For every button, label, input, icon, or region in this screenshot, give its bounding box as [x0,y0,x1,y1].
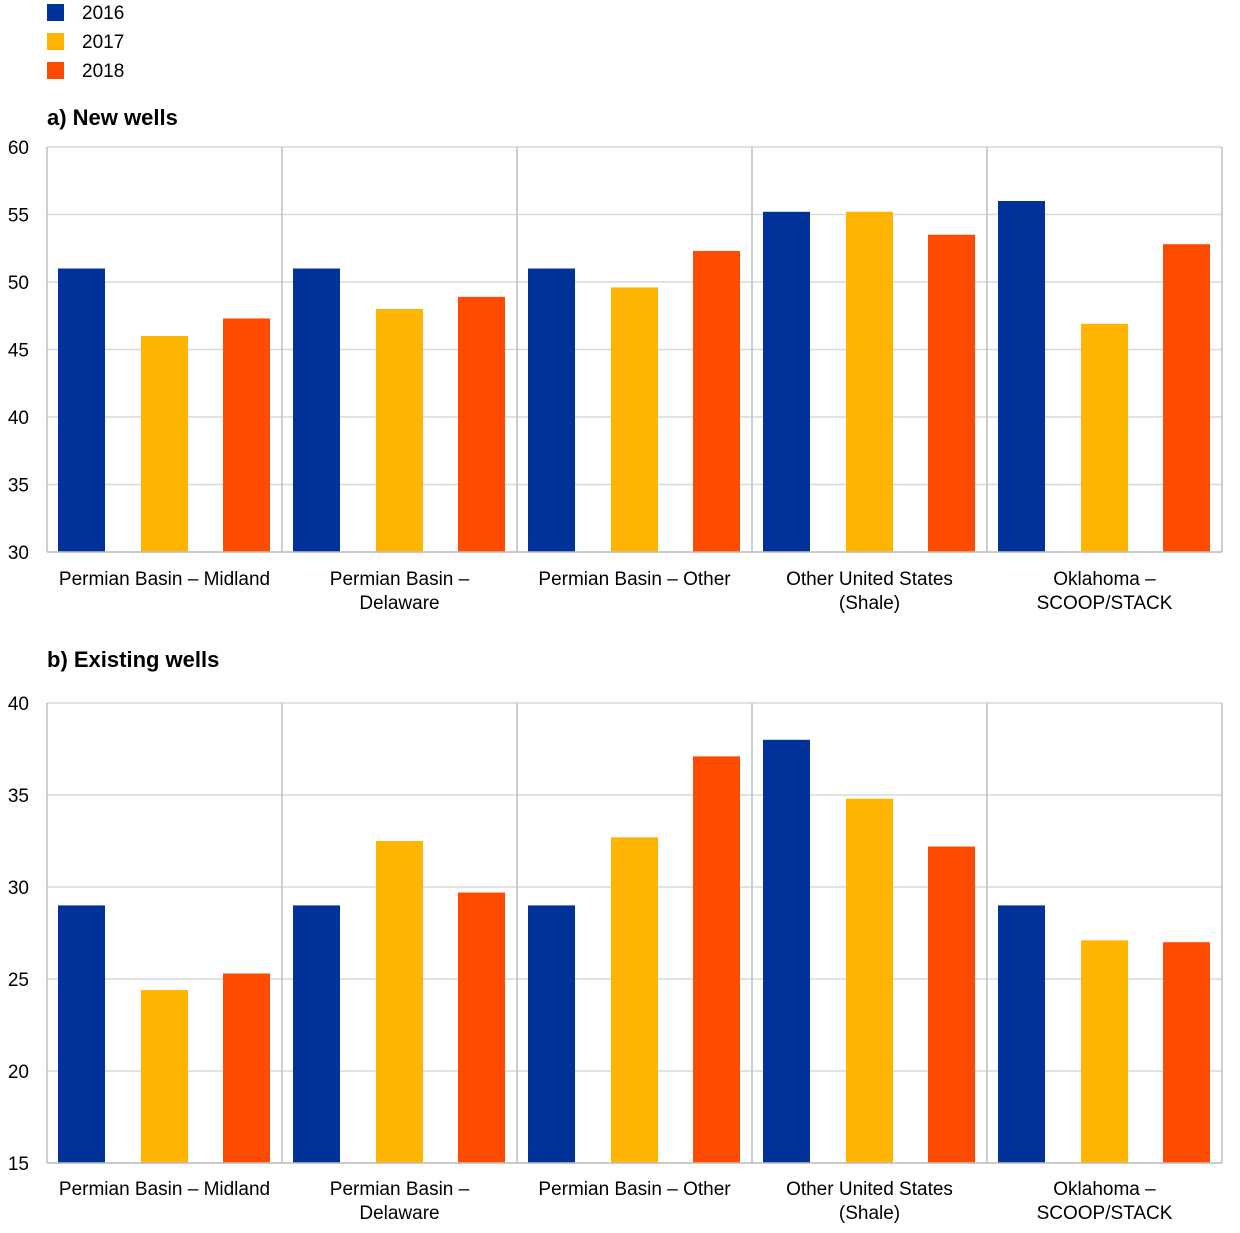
legend-swatch-2017 [47,33,64,50]
bar-2016-2 [528,268,575,552]
bar-2017-1 [376,841,423,1163]
bar-2017-2 [611,287,658,552]
chart-panel-new-wells: a) New wells 30 35 40 45 50 55 60 Permian Basin … [8,105,1223,614]
x-category-label: Permian Basin – Other [538,569,731,590]
x-category-label: (Shale) [839,593,900,614]
bar-2016-0 [58,905,105,1163]
y-tick-label: 30 [8,543,29,564]
y-tick-label: 35 [8,476,29,497]
x-category-label: Delaware [359,1203,439,1224]
bar-2016-4 [998,201,1045,552]
bar-2017-0 [141,336,188,552]
legend-swatch-2018 [47,62,64,79]
bar-2016-1 [293,905,340,1163]
y-tick-label: 40 [8,694,29,715]
x-category-label: Permian Basin – [330,1179,470,1200]
x-category-label: Other United States [786,569,953,590]
y-tick-label: 45 [8,341,29,362]
bar-2017-1 [376,309,423,552]
x-category-label: Permian Basin – Other [538,1179,731,1200]
bar-2018-1 [458,296,505,552]
bar-2018-1 [458,892,505,1163]
legend-label-2016: 2016 [82,3,124,24]
y-tick-label: 40 [8,408,29,429]
y-tick-label: 35 [8,786,29,807]
y-tick-label: 20 [8,1062,29,1083]
x-category-label: Oklahoma – [1053,569,1156,590]
x-category-label: Permian Basin – [330,569,470,590]
bar-2016-1 [293,268,340,552]
bar-2017-4 [1081,940,1128,1163]
bar-2018-2 [693,756,740,1163]
x-category-label: Permian Basin – Midland [59,569,270,590]
panel-title: b) Existing wells [47,647,219,672]
y-tick-label: 60 [8,138,29,159]
bar-2018-0 [223,973,270,1163]
bar-2018-0 [223,318,270,552]
bar-2017-3 [846,211,893,553]
y-tick-label: 30 [8,878,29,899]
y-tick-label: 50 [8,273,29,294]
x-category-label: Permian Basin – Midland [59,1179,270,1200]
x-category-label: SCOOP/STACK [1037,593,1173,614]
bar-2016-3 [763,739,810,1163]
bar-2018-4 [1163,942,1210,1163]
x-category-label: Oklahoma – [1053,1179,1156,1200]
y-tick-label: 55 [8,206,29,227]
legend: 2016 2017 2018 [47,3,124,82]
bar-2016-3 [763,211,810,553]
bar-2017-0 [141,990,188,1163]
bar-2016-4 [998,905,1045,1163]
chart-panel-existing-wells: b) Existing wells 15 20 25 30 35 40 Permian Bas… [8,647,1223,1224]
panel-title: a) New wells [47,105,178,130]
bar-2018-3 [928,846,975,1163]
x-category-label: Other United States [786,1179,953,1200]
bar-2018-3 [928,234,975,552]
bar-2016-0 [58,268,105,552]
legend-label-2017: 2017 [82,32,124,53]
x-category-label: Delaware [359,593,439,614]
x-category-label: SCOOP/STACK [1037,1203,1173,1224]
y-tick-label: 25 [8,970,29,991]
bar-2018-2 [693,250,740,552]
legend-label-2018: 2018 [82,61,124,82]
bar-2017-4 [1081,323,1128,552]
bar-2017-3 [846,798,893,1163]
x-category-label: (Shale) [839,1203,900,1224]
y-tick-label: 15 [8,1154,29,1175]
legend-swatch-2016 [47,4,64,21]
bar-2017-2 [611,837,658,1163]
bar-2016-2 [528,905,575,1163]
bar-2018-4 [1163,244,1210,552]
